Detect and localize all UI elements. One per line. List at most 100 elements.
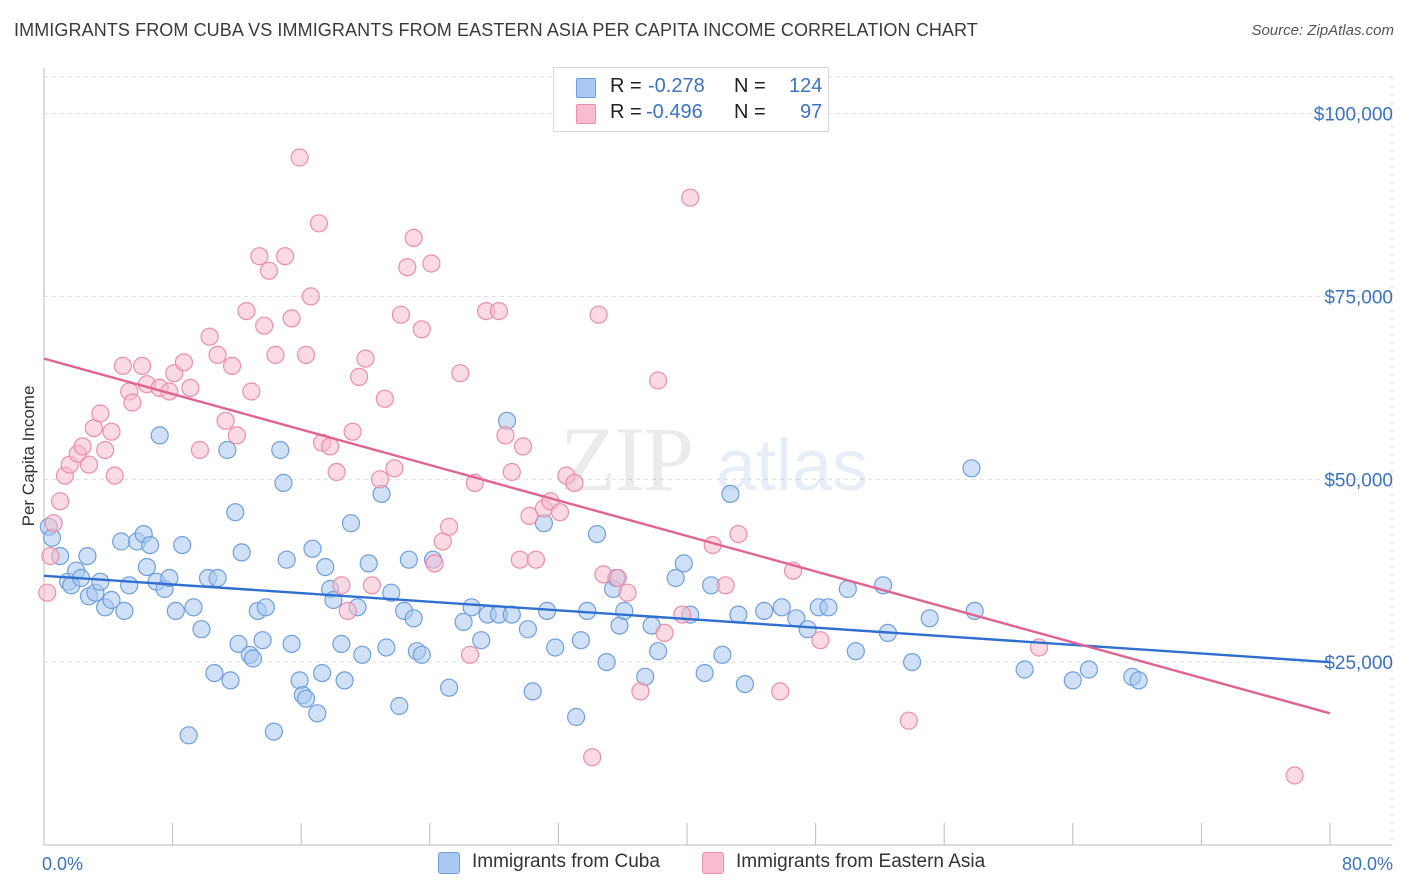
asia-point	[216, 411, 235, 430]
cuba-point	[341, 514, 361, 533]
cuba-point	[412, 645, 431, 664]
asia-point	[301, 287, 320, 306]
legend-n-value: 97	[800, 101, 823, 123]
cuba-point	[102, 590, 121, 610]
cuba-point	[253, 631, 272, 650]
cuba-point	[713, 645, 732, 664]
y-tick-label: $25,000	[1324, 653, 1393, 674]
series-cuba-points	[39, 411, 1148, 745]
cuba-point	[440, 678, 459, 697]
cuba-point	[208, 568, 227, 588]
legend-n-label: N =	[734, 101, 766, 123]
legend-swatch-asia	[576, 104, 596, 124]
cuba-point	[308, 704, 327, 723]
cuba-point	[221, 671, 240, 690]
asia-point	[102, 422, 121, 441]
asia-point	[716, 576, 735, 595]
cuba-point	[798, 620, 817, 639]
cuba-point	[335, 671, 354, 690]
asia-point	[398, 258, 417, 277]
asia-point	[589, 305, 608, 324]
cuba-point	[454, 612, 473, 632]
cuba-point	[399, 550, 418, 569]
cuba-point	[962, 459, 981, 478]
cuba-point	[166, 601, 185, 621]
asia-point	[899, 711, 918, 730]
asia-point	[223, 356, 242, 375]
asia-point	[321, 437, 340, 456]
source-credit: Source: ZipAtlas.com	[1251, 22, 1394, 39]
asia-point	[631, 682, 650, 701]
asia-point	[356, 349, 375, 368]
asia-point	[608, 568, 628, 588]
asia-point	[655, 623, 674, 643]
asia-point	[811, 631, 830, 650]
asia-point	[38, 583, 57, 602]
series-asia-points	[38, 148, 1304, 785]
x-tick-labels: 0.0% 80.0%	[42, 854, 1393, 874]
cuba-point	[184, 598, 203, 617]
asia-point	[362, 576, 381, 595]
cuba-point	[546, 638, 565, 657]
cuba-point	[205, 663, 224, 683]
asia-point	[375, 389, 394, 408]
legend-swatch-cuba	[576, 78, 596, 98]
asia-point	[338, 601, 357, 621]
cuba-point	[192, 620, 211, 639]
asia-point	[681, 188, 700, 207]
asia-point	[200, 327, 219, 346]
asia-point	[113, 356, 132, 375]
legend-label-asia: Immigrants from Eastern Asia	[736, 851, 986, 872]
asia-point	[513, 437, 533, 456]
cuba-point	[571, 631, 591, 650]
correlation-legend: R = -0.278 N = 124 R = -0.496 N = 97	[553, 67, 829, 132]
trend-line-cuba	[43, 574, 1331, 664]
cuba-point	[150, 426, 169, 445]
asia-point	[412, 320, 431, 339]
legend-r-value: -0.278	[648, 75, 705, 97]
x-tick-label: 0.0%	[42, 854, 83, 874]
legend-r-label: R =	[610, 75, 642, 97]
asia-point	[451, 364, 470, 383]
cuba-point	[695, 663, 714, 683]
cuba-point	[518, 620, 538, 639]
cuba-point	[523, 682, 542, 701]
legend-swatch-cuba	[438, 852, 460, 874]
cuba-point	[648, 642, 668, 661]
cuba-point	[1079, 660, 1099, 679]
cuba-point	[674, 554, 693, 573]
cuba-point	[587, 524, 607, 544]
cuba-point	[615, 601, 634, 621]
asia-point	[44, 514, 63, 533]
asia-point	[370, 470, 390, 489]
asia-point	[440, 517, 459, 536]
trend-lines	[43, 357, 1331, 715]
cuba-point	[666, 568, 685, 588]
cuba-point	[359, 554, 378, 573]
y-tick-label: $50,000	[1324, 470, 1393, 491]
asia-point	[526, 550, 546, 569]
asia-point	[489, 302, 508, 321]
cuba-point	[243, 649, 263, 668]
cuba-point	[274, 473, 293, 492]
legend-r-value: -0.496	[646, 101, 703, 123]
cuba-point	[277, 550, 296, 569]
cuba-point	[353, 645, 372, 664]
asia-point	[391, 305, 410, 324]
cuba-point	[256, 598, 275, 617]
asia-point	[290, 148, 309, 167]
asia-point	[73, 437, 92, 456]
cuba-point	[390, 696, 409, 716]
asia-point	[327, 462, 346, 482]
asia-point	[79, 455, 99, 474]
asia-point	[190, 440, 209, 460]
legend-label-cuba: Immigrants from Cuba	[472, 851, 660, 872]
cuba-point	[115, 601, 134, 621]
cuba-point	[729, 605, 748, 624]
asia-point	[208, 345, 227, 364]
legend-n-label: N =	[734, 75, 766, 97]
cuba-point	[377, 638, 396, 657]
asia-point	[502, 462, 521, 482]
watermark: ZIP atlas	[560, 408, 868, 510]
asia-point	[133, 356, 152, 375]
